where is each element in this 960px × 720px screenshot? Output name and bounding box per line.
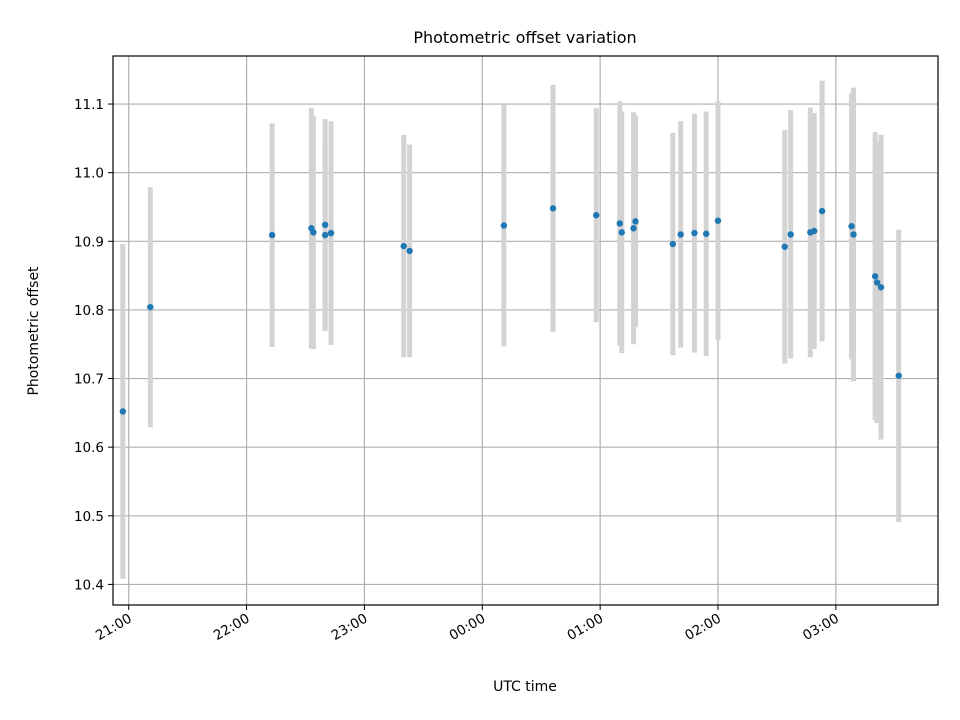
y-tick-label: 10.8 (74, 303, 104, 319)
data-point (703, 230, 710, 237)
data-point (691, 229, 698, 237)
y-tick-label: 10.4 (74, 577, 104, 593)
x-axis-label: UTC time (493, 679, 557, 695)
y-tick-label: 10.6 (74, 440, 104, 456)
data-point (321, 231, 329, 239)
data-points (119, 205, 902, 415)
data-point (268, 231, 276, 239)
y-axis-label: Photometric offset (26, 266, 42, 396)
data-point (895, 372, 902, 379)
y-tick-label: 10.5 (74, 509, 104, 525)
data-point (327, 229, 335, 237)
data-point (787, 231, 794, 238)
data-point (119, 408, 127, 415)
y-tick-label: 11.0 (74, 166, 104, 182)
data-point (818, 207, 826, 215)
data-point (593, 212, 600, 219)
data-point (877, 284, 885, 291)
data-point (781, 243, 788, 250)
data-point (406, 247, 413, 255)
data-point (632, 218, 639, 225)
data-point (310, 229, 317, 236)
data-point (871, 273, 879, 280)
data-point (850, 231, 857, 238)
data-point (147, 303, 154, 311)
data-point (500, 222, 508, 229)
data-point (321, 221, 329, 229)
data-point (848, 222, 855, 230)
y-tick-label: 10.7 (74, 372, 104, 388)
y-tick-label: 10.9 (74, 234, 104, 250)
data-point (873, 279, 881, 286)
grid (113, 56, 938, 605)
data-point (549, 205, 557, 212)
plot-frame (112, 55, 939, 606)
data-point (811, 227, 818, 235)
data-point (618, 229, 625, 236)
data-point (669, 240, 677, 248)
data-point (400, 242, 407, 250)
data-point (616, 220, 623, 227)
y-tick-label: 11.1 (74, 97, 104, 113)
chart-title: Photometric offset variation (413, 28, 636, 47)
data-point (677, 231, 684, 238)
data-point (630, 225, 637, 232)
data-point (714, 217, 722, 224)
y-axis: 10.4 10.5 10.6 10.7 10.8 10.9 11.0 11.1 (74, 97, 113, 593)
